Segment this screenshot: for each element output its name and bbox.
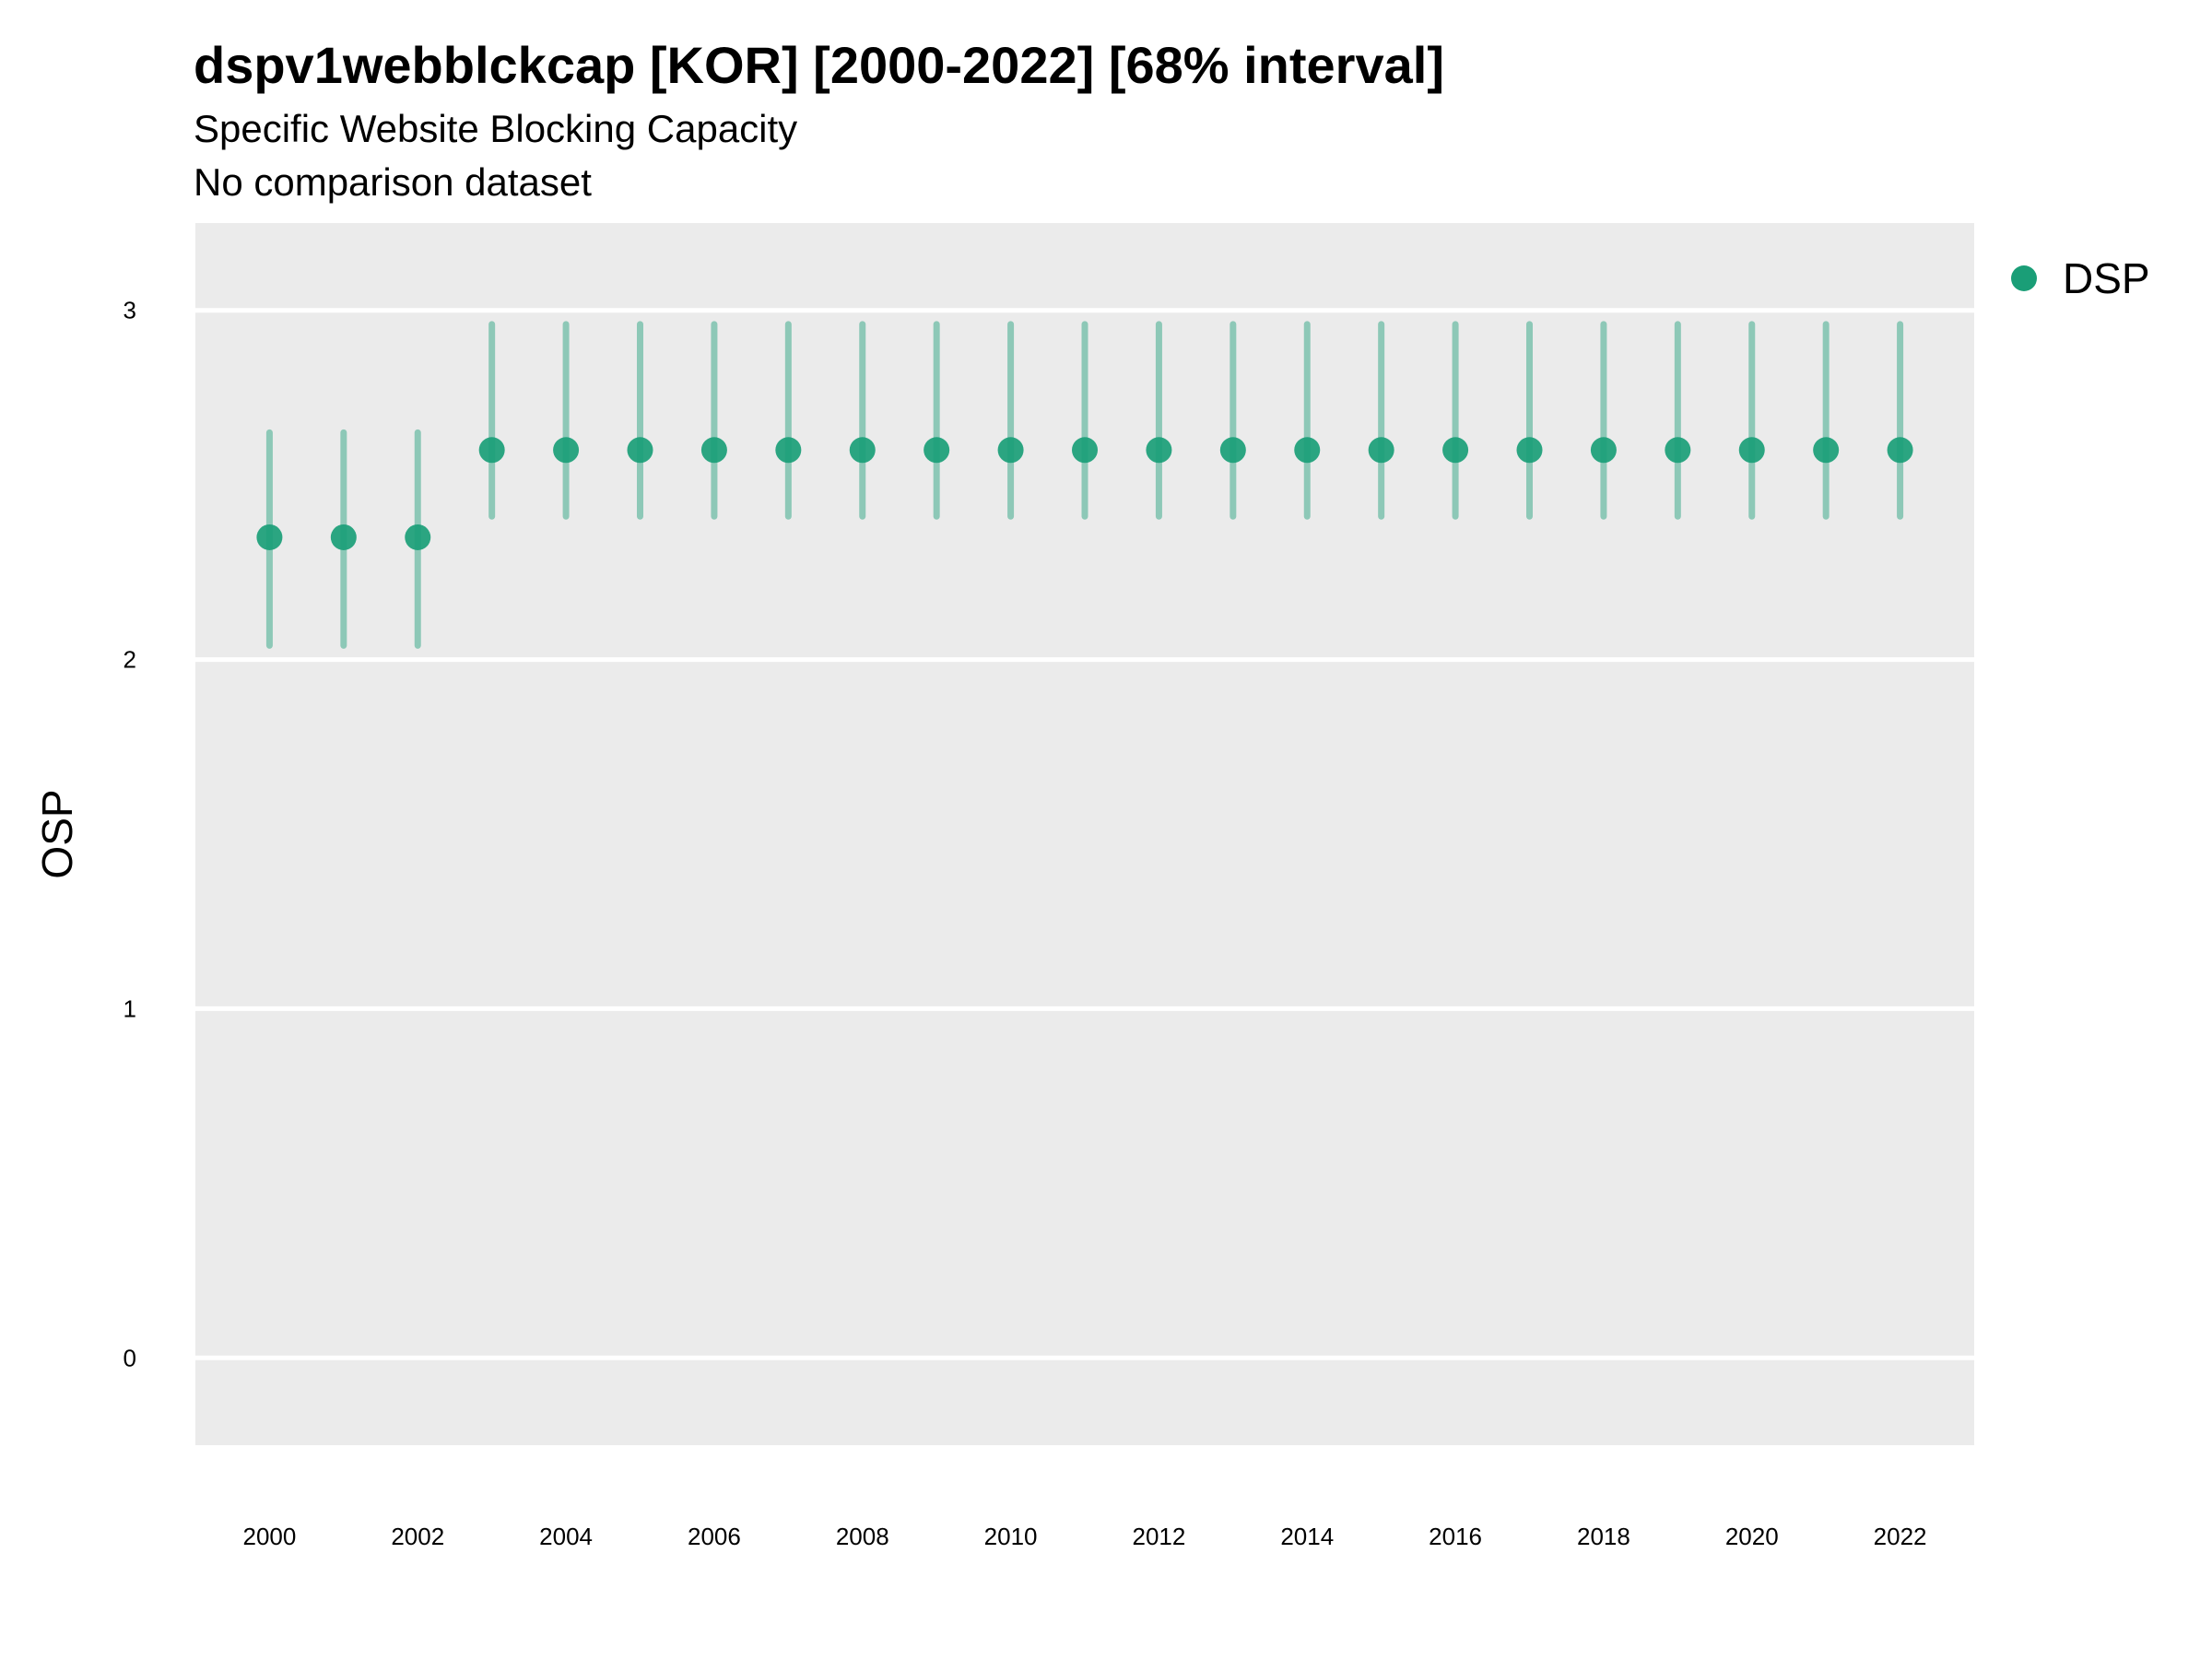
y-tick-label-1: 1	[124, 994, 136, 1022]
point-2009	[924, 437, 950, 464]
point-2015	[1368, 437, 1394, 464]
point-2021	[1813, 437, 1840, 464]
y-tick-label-0: 0	[124, 1344, 136, 1371]
point-2014	[1294, 437, 1321, 464]
point-2003	[478, 437, 505, 464]
y-tick-label-2: 2	[124, 646, 136, 674]
point-2013	[1219, 437, 1246, 464]
point-2019	[1665, 437, 1691, 464]
point-2011	[1072, 437, 1098, 464]
x-tick-label-2000: 2000	[242, 1523, 296, 1550]
point-2005	[627, 437, 653, 464]
plot-panel	[195, 223, 1974, 1445]
point-2017	[1516, 437, 1543, 464]
x-tick-label-2016: 2016	[1429, 1523, 1482, 1550]
point-2000	[256, 524, 283, 550]
y-tick-label-3: 3	[124, 297, 136, 324]
x-tick-label-2004: 2004	[539, 1523, 593, 1550]
x-tick-label-2002: 2002	[391, 1523, 444, 1550]
point-2004	[553, 437, 580, 464]
point-2007	[775, 437, 802, 464]
x-tick-label-2014: 2014	[1280, 1523, 1334, 1550]
x-tick-label-2008: 2008	[836, 1523, 889, 1550]
chart-title: dspv1webblckcap [KOR] [2000-2022] [68% i…	[194, 36, 1444, 94]
point-2001	[330, 524, 357, 550]
y-axis-ticks: 0 1 2 3	[124, 297, 136, 1372]
data-points	[256, 437, 1913, 550]
point-2022	[1887, 437, 1913, 464]
x-tick-label-2012: 2012	[1132, 1523, 1185, 1550]
x-tick-label-2010: 2010	[984, 1523, 1038, 1550]
x-tick-label-2006: 2006	[688, 1523, 741, 1550]
chart-caption: No comparison dataset	[194, 160, 592, 204]
point-2016	[1442, 437, 1469, 464]
x-tick-label-2018: 2018	[1577, 1523, 1630, 1550]
point-2006	[700, 437, 727, 464]
point-2010	[997, 437, 1024, 464]
point-2008	[849, 437, 876, 464]
legend: DSP	[2011, 254, 2150, 302]
legend-label-dsp: DSP	[2063, 254, 2150, 302]
point-2002	[405, 524, 431, 550]
legend-marker	[2011, 265, 2037, 291]
y-axis-title: OSP	[33, 789, 81, 878]
point-2020	[1738, 437, 1765, 464]
x-tick-label-2020: 2020	[1725, 1523, 1779, 1550]
gridlines	[195, 308, 1974, 1360]
x-tick-label-2022: 2022	[1874, 1523, 1927, 1550]
x-axis-ticks: 2000 2002 2004 2006 2008 2010 2012 2014 2016 2018…	[242, 1523, 1926, 1550]
point-2012	[1146, 437, 1172, 464]
chart-subtitle: Specific Website Blocking Capacity	[194, 107, 798, 150]
point-2018	[1590, 437, 1617, 464]
